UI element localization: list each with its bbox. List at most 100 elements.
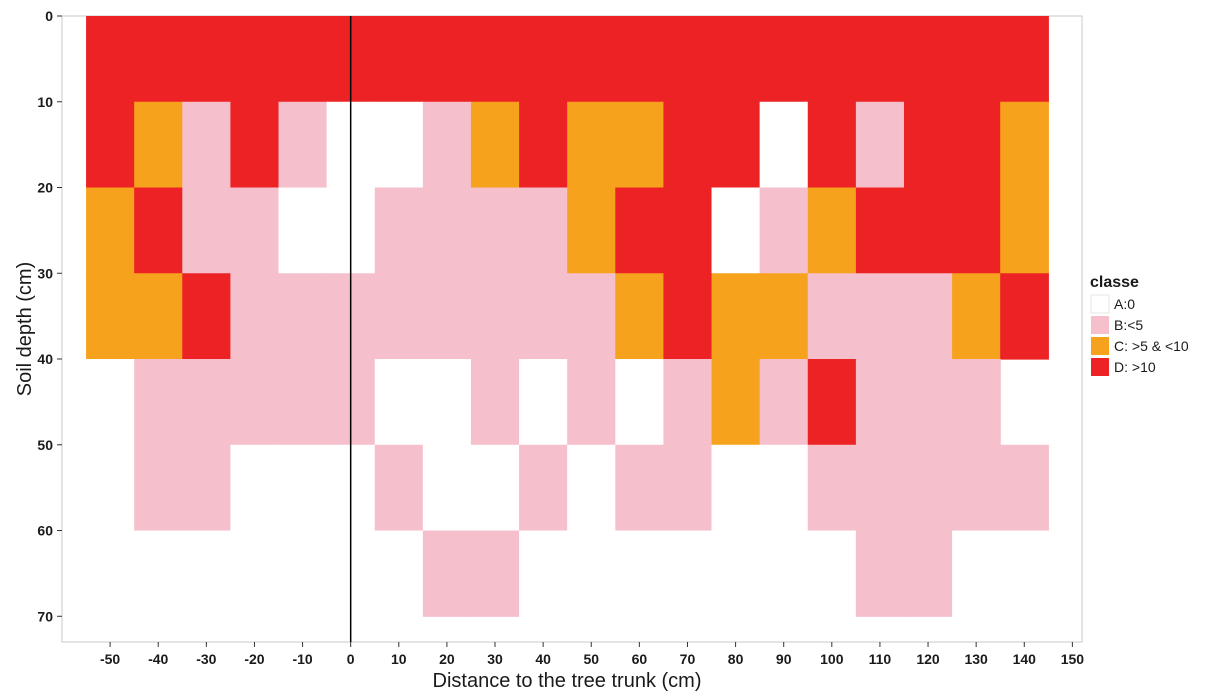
heatmap-cell xyxy=(855,16,905,103)
heatmap-cell xyxy=(182,530,231,617)
heatmap-cell xyxy=(615,359,665,446)
heatmap-cell xyxy=(182,273,231,360)
heatmap-cell xyxy=(470,187,520,274)
heatmap-cell xyxy=(759,16,809,103)
heatmap-cell xyxy=(422,101,472,189)
heatmap-cell xyxy=(855,530,905,617)
heatmap-cell xyxy=(615,444,665,532)
heatmap-cell xyxy=(519,16,568,103)
heatmap-cell xyxy=(903,16,953,103)
x-tick-label: 10 xyxy=(391,651,407,667)
heatmap-cell xyxy=(952,273,1001,360)
x-tick-label: 150 xyxy=(1061,651,1085,667)
heatmap-cell xyxy=(711,101,761,189)
heatmap-cell xyxy=(855,187,905,274)
heatmap-cell xyxy=(615,273,665,360)
heatmap-cell xyxy=(567,16,616,103)
heatmap-cell xyxy=(952,359,1001,446)
x-tick-label: 130 xyxy=(964,651,988,667)
heatmap-cell xyxy=(711,530,761,617)
heatmap-cell xyxy=(663,530,713,617)
heatmap-cell xyxy=(230,273,280,360)
heatmap-cell xyxy=(230,101,280,189)
heatmap-cell xyxy=(86,16,135,103)
legend-swatch xyxy=(1091,337,1109,355)
legend-label: B:<5 xyxy=(1114,317,1143,333)
heatmap-cell xyxy=(567,444,616,532)
y-tick-label: 20 xyxy=(37,180,53,196)
heatmap-cell xyxy=(134,359,183,446)
heatmap-cell xyxy=(230,530,280,617)
y-axis-ticks: 0 10 20 30 40 50 60 70 xyxy=(37,8,62,624)
heatmap-cell xyxy=(759,273,809,360)
heatmap-cell xyxy=(278,273,328,360)
heatmap-cell xyxy=(230,187,280,274)
heatmap-cell xyxy=(759,101,809,189)
heatmap-cell xyxy=(422,16,472,103)
legend-label: D: >10 xyxy=(1114,359,1156,375)
legend: classe A:0 B:<5 C: >5 & <10 D: >10 xyxy=(1090,274,1189,376)
legend-swatch xyxy=(1091,358,1109,376)
heatmap-cell xyxy=(663,187,713,274)
x-tick-label: 40 xyxy=(535,651,551,667)
legend-swatch xyxy=(1090,294,1110,314)
heatmap-cell xyxy=(615,530,665,617)
heatmap-cell xyxy=(278,444,328,532)
heatmap-cell xyxy=(807,101,857,189)
heatmap-cell xyxy=(615,187,665,274)
heatmap-cell xyxy=(615,101,665,189)
heatmap-cell xyxy=(663,101,713,189)
heatmap-cell xyxy=(374,359,424,446)
heatmap-cell xyxy=(567,359,616,446)
heatmap-cell xyxy=(519,530,568,617)
heatmap-cell xyxy=(422,530,472,617)
heatmap-cell xyxy=(711,359,761,446)
heatmap-cell xyxy=(952,101,1001,189)
x-tick-label: 0 xyxy=(347,651,355,667)
x-tick-label: -20 xyxy=(244,651,264,667)
heatmap-cell xyxy=(278,359,328,446)
heatmap-cell xyxy=(86,187,135,274)
heatmap-cell xyxy=(952,530,1001,617)
heatmap-cell xyxy=(807,444,857,532)
heatmap-cell xyxy=(1000,16,1049,103)
heatmap-cell xyxy=(567,187,616,274)
heatmap-cell xyxy=(952,444,1001,532)
heatmap-cell xyxy=(374,530,424,617)
heatmap-cell xyxy=(663,359,713,446)
heatmap-cell xyxy=(855,101,905,189)
heatmap-cell xyxy=(952,187,1001,274)
x-tick-label: 60 xyxy=(632,651,648,667)
heatmap-cell xyxy=(134,444,183,532)
heatmap-cell xyxy=(278,101,328,189)
heatmap-cell xyxy=(374,273,424,360)
heatmap-cell xyxy=(615,16,665,103)
heatmap-cell xyxy=(86,101,135,189)
x-tick-label: 30 xyxy=(487,651,503,667)
heatmap-cell xyxy=(807,359,857,446)
heatmap-cell xyxy=(86,530,135,617)
y-tick-label: 40 xyxy=(37,351,53,367)
heatmap-cell xyxy=(422,359,472,446)
x-tick-label: -40 xyxy=(148,651,168,667)
heatmap-cell xyxy=(470,16,520,103)
heatmap-cell xyxy=(134,101,183,189)
heatmap-cell xyxy=(711,16,761,103)
x-axis-ticks: -50 -40 -30 -20 -10 0 10 20 30 40 50 60 70 80 90 100 110… xyxy=(100,642,1084,667)
heatmap-cell xyxy=(470,359,520,446)
heatmap-cell xyxy=(519,101,568,189)
heatmap-cell xyxy=(903,187,953,274)
heatmap-cell xyxy=(86,444,135,532)
heatmap-cell xyxy=(567,101,616,189)
heatmap-cell xyxy=(903,101,953,189)
heatmap-cell xyxy=(86,359,135,446)
heatmap-cell xyxy=(952,16,1001,103)
x-tick-label: 100 xyxy=(820,651,844,667)
heatmap-cell xyxy=(663,16,713,103)
y-tick-label: 10 xyxy=(37,94,53,110)
heatmap-cell xyxy=(230,16,280,103)
heatmap-cell xyxy=(134,273,183,360)
x-tick-label: 120 xyxy=(916,651,940,667)
heatmap-cell xyxy=(519,359,568,446)
